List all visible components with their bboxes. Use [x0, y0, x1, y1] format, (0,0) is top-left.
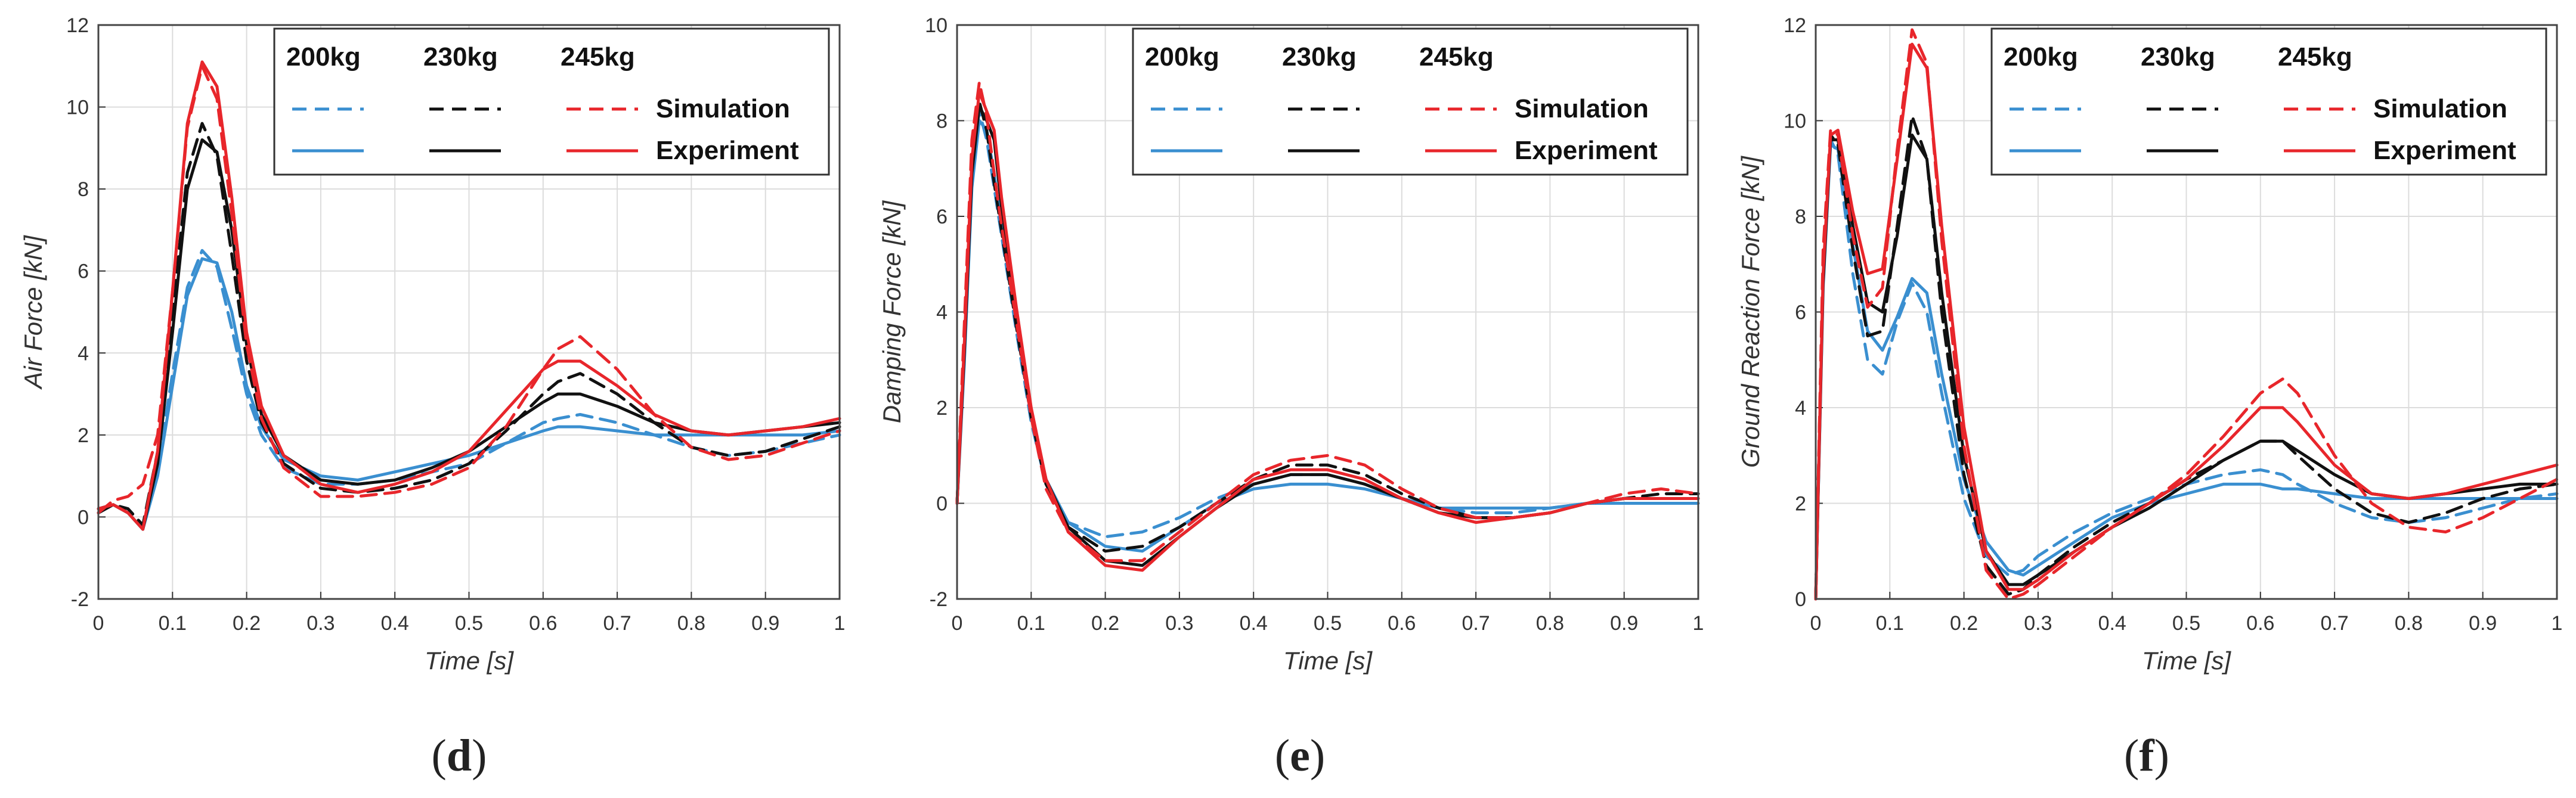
x-tick-label: 0.8	[2395, 612, 2423, 635]
y-tick-label: 6	[1795, 302, 1806, 324]
series-line-245kg-experiment	[955, 90, 1700, 572]
y-tick-label: 10	[1784, 110, 1806, 133]
series-line-200kg-simulation	[955, 110, 1700, 539]
x-tick-label: 0.2	[1950, 612, 1978, 635]
x-tick-label: 0.1	[1876, 612, 1904, 635]
y-tick-label: 10	[66, 97, 89, 119]
y-tick-label: 12	[66, 14, 89, 37]
x-axis-label: Time [s]	[2142, 647, 2231, 675]
legend-header: 200kg	[286, 42, 361, 72]
legend-header: 200kg	[2004, 42, 2078, 72]
x-tick-label: 0.3	[306, 612, 335, 635]
y-tick-label: 6	[936, 206, 948, 228]
y-axis-label: Air Force [kN]	[19, 235, 47, 390]
legend-label: Experiment	[2373, 136, 2516, 165]
y-tick-label: 4	[78, 342, 89, 365]
x-tick-label: 0.9	[1610, 612, 1638, 635]
y-tick-label: 4	[1795, 397, 1806, 420]
legend-header: 245kg	[561, 42, 635, 72]
x-tick-label: 0.6	[529, 612, 557, 635]
x-tick-label: 0.7	[1462, 612, 1490, 635]
x-tick-label: 0.1	[1017, 612, 1045, 635]
x-tick-label: 0.2	[233, 612, 261, 635]
series-line-200kg-simulation	[1814, 138, 2559, 601]
x-tick-label: 0.8	[1536, 612, 1564, 635]
x-tick-label: 0.9	[751, 612, 779, 635]
x-tick-label: 0	[93, 612, 104, 635]
x-tick-label: 0.6	[1388, 612, 1416, 635]
x-tick-label: 0.3	[2024, 612, 2052, 635]
y-tick-label: 8	[1795, 206, 1806, 228]
y-tick-label: 2	[936, 397, 948, 420]
chart-damping-force: 0 0.1 0.2 0.3 0.4 0.5 0.6 0.7 0.8 0.9 1-20246810Ti…	[878, 14, 1704, 675]
x-axis-label: Time [s]	[425, 647, 514, 675]
plot-frame	[97, 24, 841, 600]
y-tick-label: 8	[78, 178, 89, 201]
x-tick-label: 0.7	[2320, 612, 2348, 635]
subfigure-label-d: (d)	[431, 731, 487, 781]
y-tick-label: 10	[925, 14, 948, 37]
legend-header: 230kg	[1282, 42, 1357, 72]
series-line-245kg-simulation	[1814, 28, 2559, 601]
legend-header: 230kg	[2141, 42, 2215, 72]
y-tick-label: 2	[1795, 493, 1806, 516]
x-tick-label: 0	[952, 612, 963, 635]
x-tick-label: 1	[834, 612, 846, 635]
y-axis-label: Damping Force [kN]	[878, 200, 906, 423]
x-tick-label: 0.5	[1314, 612, 1342, 635]
x-tick-label: 0.4	[2098, 612, 2126, 635]
y-tick-label: 0	[936, 493, 948, 516]
legend-header: 200kg	[1145, 42, 1219, 72]
series-line-200kg-experiment	[1814, 143, 2559, 601]
x-tick-label: 0.8	[677, 612, 705, 635]
series-line-200kg-experiment	[97, 257, 841, 531]
y-tick-label: 12	[1784, 14, 1806, 37]
y-axis-label: Ground Reaction Force [kN]	[1736, 156, 1764, 468]
subfigure-label-f: (f)	[2124, 731, 2169, 781]
series-line-245kg-simulation	[955, 80, 1700, 563]
x-tick-label: 1	[1693, 612, 1704, 635]
x-tick-label: 0.4	[1240, 612, 1268, 635]
legend-label: Simulation	[2373, 94, 2507, 123]
y-tick-label: 8	[936, 110, 948, 133]
x-tick-label: 0.3	[1165, 612, 1193, 635]
x-tick-label: 0.5	[2172, 612, 2200, 635]
x-tick-label: 0	[1810, 612, 1822, 635]
legend-box	[1990, 27, 2547, 176]
y-tick-label: 6	[78, 260, 89, 283]
legend-box	[273, 27, 830, 176]
x-tick-label: 0.1	[159, 612, 187, 635]
x-tick-label: 1	[2552, 612, 2563, 635]
x-tick-label: 0.2	[1091, 612, 1119, 635]
legend-label: Experiment	[1515, 136, 1658, 165]
legend-label: Simulation	[1515, 94, 1649, 123]
y-tick-label: 0	[78, 506, 89, 529]
x-tick-label: 0.7	[603, 612, 631, 635]
y-tick-label: -2	[930, 588, 948, 611]
y-tick-label: 2	[78, 424, 89, 447]
x-axis-label: Time [s]	[1283, 647, 1373, 675]
legend-label: Experiment	[656, 136, 799, 165]
y-tick-label: 0	[1795, 588, 1806, 611]
x-tick-label: 0.9	[2469, 612, 2497, 635]
chart-air-force: 0 0.1 0.2 0.3 0.4 0.5 0.6 0.7 0.8 0.9 1-2024681012…	[19, 14, 846, 675]
series-line-245kg-experiment	[97, 60, 841, 531]
y-tick-label: 4	[936, 302, 948, 324]
legend-header: 245kg	[1419, 42, 1494, 72]
legend-header: 230kg	[423, 42, 498, 72]
legend-header: 245kg	[2278, 42, 2352, 72]
chart-ground-reaction-force: 0 0.1 0.2 0.3 0.4 0.5 0.6 0.7 0.8 0.9 1024681012Ti…	[1736, 14, 2563, 675]
series-line-245kg-experiment	[1814, 42, 2559, 601]
x-tick-label: 0.5	[455, 612, 483, 635]
y-tick-label: -2	[71, 588, 89, 611]
subfigure-label-e: (e)	[1274, 731, 1326, 781]
legend-box	[1132, 27, 1689, 176]
plot-frame	[1815, 24, 2558, 600]
plot-frame	[956, 24, 1699, 600]
legend-label: Simulation	[656, 94, 790, 123]
x-tick-label: 0.6	[2246, 612, 2274, 635]
x-tick-label: 0.4	[381, 612, 409, 635]
